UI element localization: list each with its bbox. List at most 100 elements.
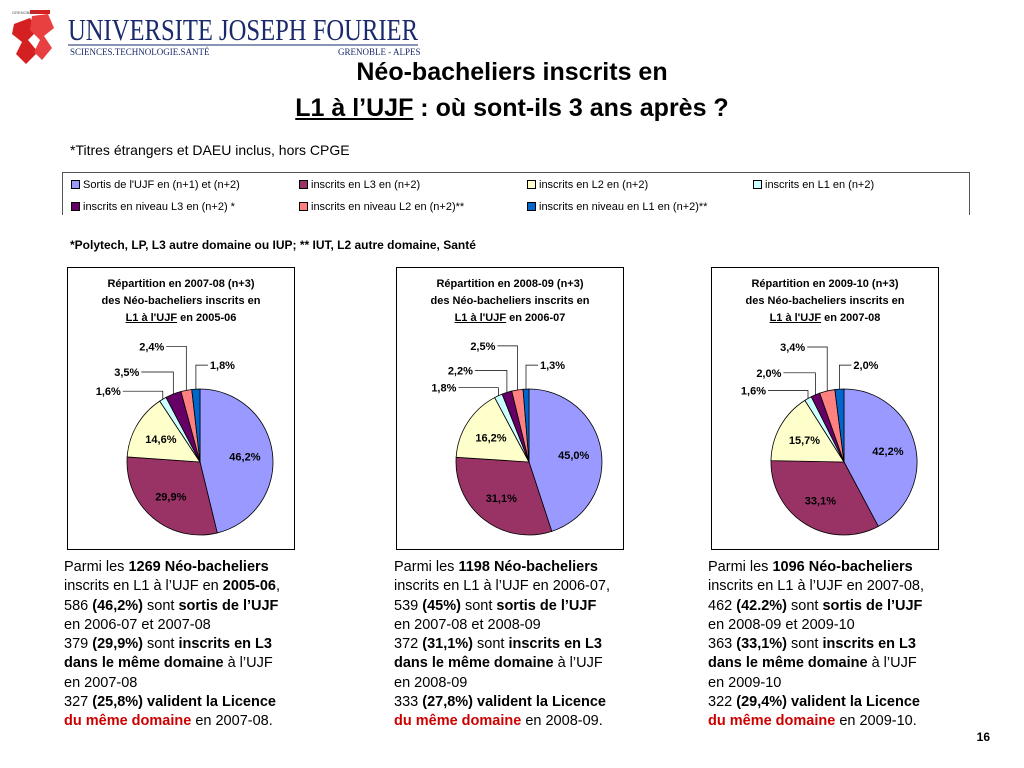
pie-svg: 46,2% 29,9% 14,6% 1,6% 3,5% 2,4% 1,8% [96,341,274,536]
leader-line [768,390,809,399]
legend-label: inscrits en L3 en (n+2) [311,179,421,191]
page-number: 16 [976,730,990,744]
legend-swatch [299,179,308,189]
para-text: 462 [708,597,737,614]
pie-data-label: 33,1% [805,496,836,508]
para-text: en 2007-08. [191,713,273,730]
para-text: sont [787,636,823,653]
para-red: du même domaine [64,713,192,730]
note-foreign-titles: *Titres étrangers et DAEU inclus, hors C… [70,142,350,158]
pie-data-label: 1,8% [210,360,235,372]
pie-data-label: 42,2% [872,446,903,458]
para-text: 333 [394,694,423,711]
legend-swatch [71,179,80,189]
pie-data-label: 3,4% [780,342,805,354]
legend-swatch [527,201,536,211]
logo-sub-right: GRENOBLE - ALPES [338,47,421,57]
legend-swatch [527,179,536,189]
chart-title: Répartition en 2007-08 (n+3) des Néo-bac… [68,276,294,327]
chart-title-rest: en 2005-06 [177,312,237,324]
leader-line [195,364,208,390]
pie-data-label: 15,7% [789,435,820,447]
legend-item: inscrits en niveau L2 en (n+2)** [299,200,464,214]
legend-label: inscrits en niveau en L1 en (n+2)** [539,201,708,213]
legend-label: inscrits en niveau L2 en (n+2)** [311,201,465,213]
pie-slice [126,400,201,463]
chart-legend: Sortis de l'UJF en (n+1) et (n+2) inscrit… [62,172,970,215]
chart-title-line2: des Néo-bacheliers inscrits en [745,295,905,307]
para-text: inscrits en L1 à l’UJF en 2006-07, [394,578,610,595]
para-text: inscrits en L1 à l’UJF en [64,578,223,595]
logo-small-text: GRENOBLE 1 [12,10,38,15]
para-text: en 2007-08 [64,674,138,691]
title-underlined-part: L1 à l’UJF [295,94,414,122]
para-text: en 2008-09. [521,713,603,730]
university-logo: UNIVERSITE JOSEPH FOURIER SCIENCES.TECHN… [8,8,438,68]
chart-title-line3: L1 à l'UJF en 2006-07 [397,310,623,327]
title-rest-part: : où sont-ils 3 ans après ? [413,94,729,122]
pie-slice [191,388,201,463]
summary-paragraph-2007-08: Parmi les 1096 Néo-bacheliers inscrits e… [708,558,1008,732]
leader-line [458,387,499,396]
para-bold: (29,9%) [92,636,144,653]
chart-title-rest: en 2007-08 [821,312,881,324]
chart-title-line3: L1 à l'UJF en 2005-06 [68,310,294,327]
legend-label: Sortis de l'UJF en (n+1) et (n+2) [83,179,240,191]
pie-data-label: 1,8% [431,383,456,395]
pie-data-label: 31,1% [486,493,517,505]
para-bold: (31,1%) [422,636,474,653]
para-bold: 1198 Néo-bacheliers [458,559,598,575]
logo-sub-left: SCIENCES.TECHNOLOGIE.SANTÉ [70,47,210,57]
para-text: Parmi les [708,559,773,575]
pie-data-label: 1,6% [741,386,766,398]
chart-title-line2: des Néo-bacheliers inscrits en [430,295,590,307]
pie-data-label: 16,2% [475,433,506,445]
para-text: sont [143,597,179,614]
para-text: 363 [708,636,737,653]
para-bold: (42.2%) [736,597,788,614]
para-bold: inscrits en L3 [178,636,272,653]
para-bold: (25,8%) valident la Licence [92,694,276,711]
chart-title-underlined: L1 à l'UJF [769,312,822,324]
leader-line [166,345,187,391]
summary-paragraph-2006-07: Parmi les 1198 Néo-bacheliers inscrits e… [394,558,694,732]
pie-data-label: 2,0% [853,360,878,372]
leader-line [525,364,538,390]
pie-slice [528,388,603,532]
para-text: 586 [64,597,93,614]
pie-slice [834,388,845,463]
para-bold: (29,4%) valident la Licence [736,694,920,711]
para-bold: (33,1%) [736,636,788,653]
chart-title-line2: des Néo-bacheliers inscrits en [101,295,261,307]
legend-label: inscrits en niveau L3 en (n+2) * [83,201,235,213]
para-text: 322 [708,694,737,711]
para-text: 372 [394,636,423,653]
legend-swatch [299,201,308,211]
para-text: 539 [394,597,423,614]
para-text: en 2009-10. [835,713,917,730]
summary-paragraph-2005-06: Parmi les 1269 Néo-bacheliers inscrits e… [64,558,364,732]
pie-data-label: 2,2% [448,365,473,377]
para-bold: dans le même domaine [394,655,554,672]
para-bold: (46,2%) [92,597,144,614]
leader-line [807,346,828,391]
para-bold: sortis de l’UJF [822,597,923,614]
para-text: en 2008-09 [394,674,468,691]
pie-slice [770,399,845,463]
pie-slice [199,388,274,534]
pie-data-label: 45,0% [558,450,589,462]
pie-chart-2009-10: 42,2% 33,1% 15,7% 1,6% 2,0% 3,4% 2,0% Répartit… [711,267,939,550]
pie-svg: 45,0% 31,1% 16,2% 1,8% 2,2% 2,5% 1,3% [431,341,603,536]
chart-title-line1: Répartition en 2009-10 (n+3) [751,278,899,290]
chart-title-line1: Répartition en 2007-08 (n+3) [107,278,255,290]
para-red: du même domaine [708,713,836,730]
para-text: en 2006-07 et 2007-08 [64,616,211,633]
para-red: du même domaine [394,713,522,730]
para-text: à l’UJF [223,655,273,672]
leader-line [474,370,508,393]
pie-chart-2007-08: 46,2% 29,9% 14,6% 1,6% 3,5% 2,4% 1,8% Répartit… [67,267,295,550]
pie-slice [843,388,918,527]
legend-item: inscrits en L1 en (n+2) [753,178,874,192]
para-text: en 2007-08 et 2008-09 [394,616,541,633]
leader-line [497,345,518,390]
